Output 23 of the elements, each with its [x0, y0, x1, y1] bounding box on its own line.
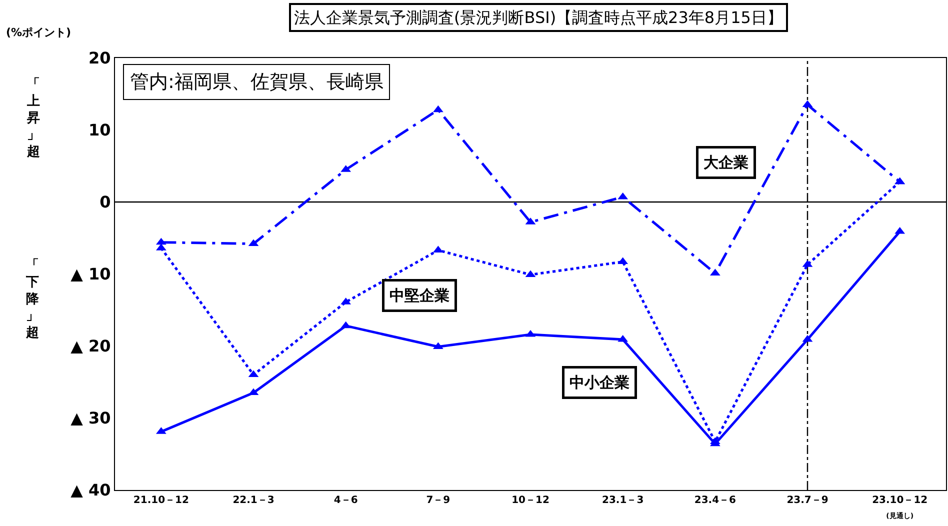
- x-tick-label: 23.7－9: [786, 495, 828, 506]
- text: 管内:福岡県、佐賀県、長崎県: [130, 71, 384, 93]
- x-tick-label: 22.1－3: [232, 495, 274, 506]
- y-tick-label: ▲ 40: [70, 480, 111, 500]
- x-tick-label: 23.4－6: [694, 495, 736, 506]
- chart-title: 法人企業景気予測調査(景況判断BSI)【調査時点平成23年8月15日】: [294, 8, 783, 27]
- y-tick-label: 0: [100, 192, 111, 212]
- y-tick-label: ▲ 20: [70, 336, 111, 356]
- series-label: 大企業: [704, 154, 748, 172]
- y-axis-title: (%ポイント): [6, 26, 72, 39]
- y-tick-label: 20: [88, 48, 111, 68]
- x-tick-label: 23.1－3: [602, 495, 644, 506]
- series-label: 中堅企業: [390, 286, 450, 304]
- y-tick-label: ▲ 10: [70, 264, 111, 284]
- text: 「下降」超: [25, 258, 40, 341]
- text: 「上昇」超: [26, 77, 40, 160]
- y-tick-label: 10: [88, 120, 111, 140]
- x-tick-label: 10－12: [512, 495, 550, 506]
- series-label: 中小企業: [570, 374, 630, 392]
- y-tick-label: ▲ 30: [70, 408, 111, 428]
- x-tick-label: 4－6: [334, 495, 358, 506]
- x-tick-label: 21.10－12: [133, 495, 189, 506]
- x-tick-label: 7－9: [426, 495, 450, 506]
